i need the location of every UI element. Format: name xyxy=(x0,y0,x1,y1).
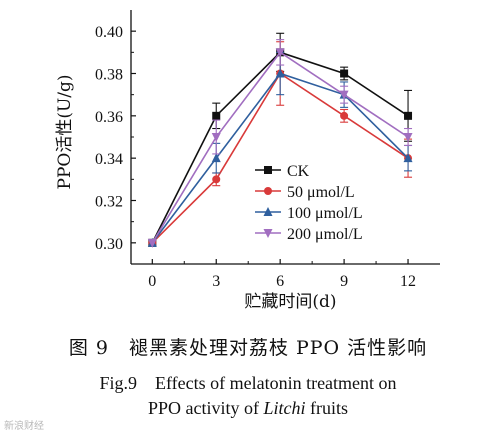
x-tick-label: 6 xyxy=(276,273,284,290)
data-point xyxy=(340,69,349,78)
data-point xyxy=(403,133,413,142)
data-point xyxy=(211,153,221,163)
series-3 xyxy=(147,51,413,247)
ppo-activity-chart: 0.30 0.32 0.34 0.36 0.38 0.40 0 3 6 9 12 贮藏时间(d) PPO… xyxy=(55,10,440,312)
x-tick-label: 9 xyxy=(340,273,348,290)
legend-label: 50 μmol/L xyxy=(287,184,355,201)
data-point xyxy=(275,68,285,78)
data-point xyxy=(147,238,157,248)
caption-text-prefix: PPO activity of xyxy=(147,398,264,418)
figure-caption-english-line2: PPO activity of Litchi fruits xyxy=(0,398,496,419)
x-tick-label: 3 xyxy=(212,273,220,290)
caption-text-italic: Litchi xyxy=(263,398,306,418)
data-point xyxy=(403,153,413,163)
y-tick-label: 0.40 xyxy=(95,24,123,41)
y-tick-label: 0.30 xyxy=(95,236,123,253)
y-tick-label: 0.38 xyxy=(95,67,123,84)
legend-marker xyxy=(264,187,272,195)
legend: CK 50 μmol/L 100 μmol/L 200 μmol/L xyxy=(255,163,363,243)
legend-label: 100 μmol/L xyxy=(287,205,363,222)
data-point xyxy=(340,111,349,120)
figure-caption-chinese: 图 9 褪黑素处理对荔枝 PPO 活性影响 xyxy=(68,337,428,359)
legend-marker xyxy=(263,207,273,216)
figure-caption-english-line1: Fig.9 Effects of melatonin treatment on xyxy=(99,373,397,393)
data-point xyxy=(211,133,221,142)
watermark-logo: 新浪财经 xyxy=(4,421,44,432)
series-4 xyxy=(147,39,413,248)
y-tick-label: 0.32 xyxy=(95,194,123,211)
data-point xyxy=(339,90,349,100)
legend-marker xyxy=(263,229,273,238)
legend-marker xyxy=(264,166,272,174)
y-tick-label: 0.34 xyxy=(95,151,123,168)
x-tick-label: 0 xyxy=(148,273,156,290)
data-point xyxy=(212,175,221,184)
x-tick-label: 12 xyxy=(400,273,416,290)
y-axis-label: PPO活性(U/g) xyxy=(55,74,75,189)
data-point xyxy=(275,48,285,58)
data-point xyxy=(212,111,221,120)
data-point xyxy=(404,111,413,120)
legend-label: 200 μmol/L xyxy=(287,226,363,243)
legend-label: CK xyxy=(287,163,310,180)
y-tick-label: 0.36 xyxy=(95,109,123,126)
x-axis-label: 贮藏时间(d) xyxy=(244,292,336,312)
caption-text-suffix: fruits xyxy=(305,398,348,418)
